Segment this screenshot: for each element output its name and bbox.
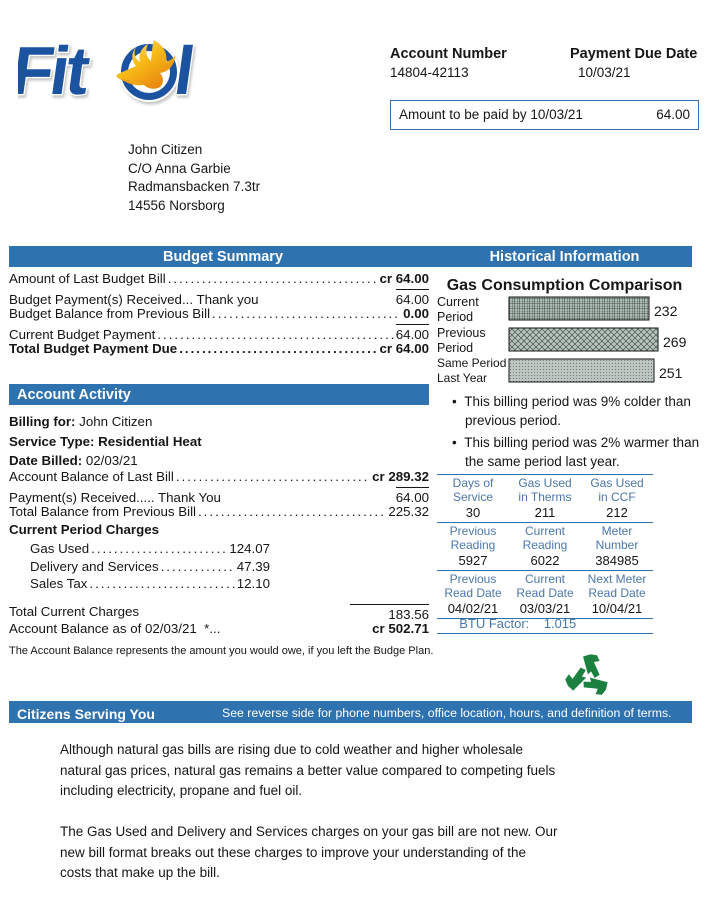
svg-text:Fit: Fit — [18, 33, 94, 109]
